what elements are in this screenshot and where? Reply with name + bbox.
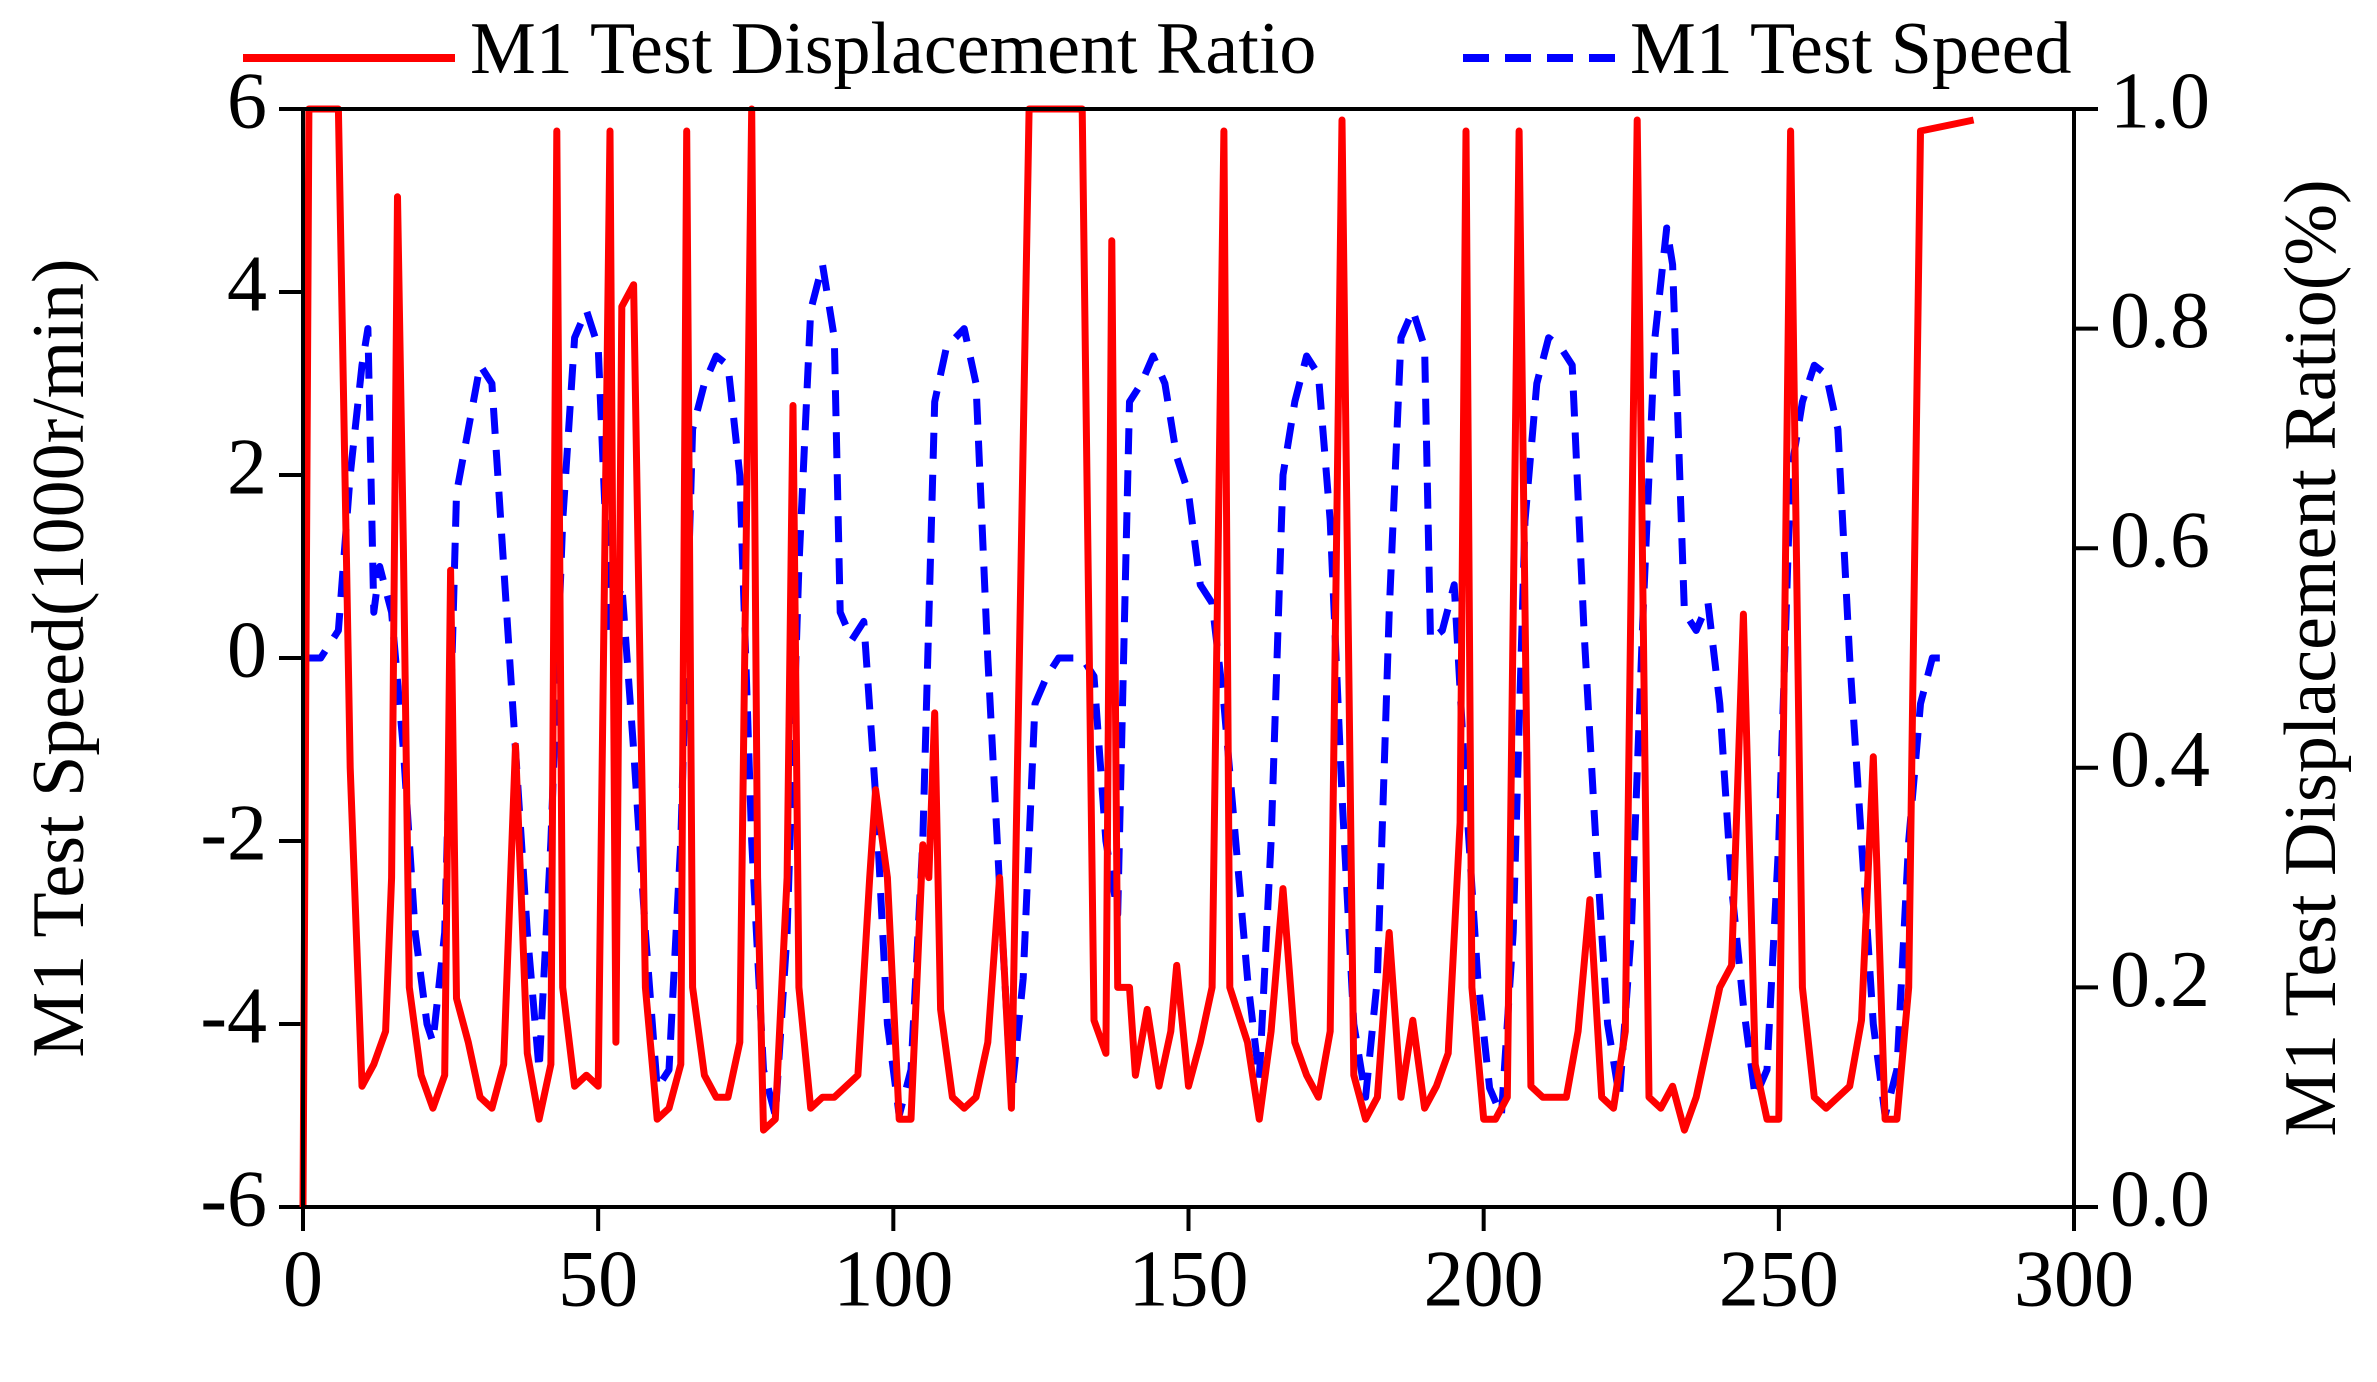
y2-tick-label: 0.8 — [2110, 277, 2210, 365]
legend-label: M1 Test Speed — [1630, 8, 2072, 90]
x-tick-label: 300 — [2014, 1235, 2134, 1323]
x-tick-label: 0 — [283, 1235, 323, 1323]
series-line — [303, 224, 1950, 1119]
y-tick-label: 6 — [227, 57, 267, 145]
y2-tick-label: 0.4 — [2110, 716, 2210, 804]
y-tick-label: 2 — [227, 423, 267, 511]
y2-tick-label: 0.6 — [2110, 497, 2210, 585]
x-tick-label: 200 — [1424, 1235, 1544, 1323]
x-tick-label: 150 — [1129, 1235, 1249, 1323]
y-tick-label: 4 — [227, 240, 267, 328]
legend-label: M1 Test Displacement Ratio — [470, 8, 1316, 90]
x-tick-label: 250 — [1719, 1235, 1839, 1323]
y2-tick-label: 1.0 — [2110, 57, 2210, 145]
x-tick-label: 50 — [558, 1235, 638, 1323]
y2-tick-label: 0.2 — [2110, 936, 2210, 1024]
series-line — [299, 105, 1975, 1208]
y-tick-label: -6 — [200, 1155, 267, 1243]
y-axis-label: M1 Test Speed(1000r/min) — [18, 258, 100, 1057]
y2-axis-label: M1 Test Displacement Ratio(%) — [2270, 179, 2352, 1136]
plot-frame — [301, 107, 2076, 1209]
y-tick-label: 0 — [227, 606, 267, 694]
y2-tick-label: 0.0 — [2110, 1155, 2210, 1243]
y-tick-label: -2 — [200, 789, 267, 877]
x-tick-label: 100 — [833, 1235, 953, 1323]
y-tick-label: -4 — [200, 972, 267, 1060]
